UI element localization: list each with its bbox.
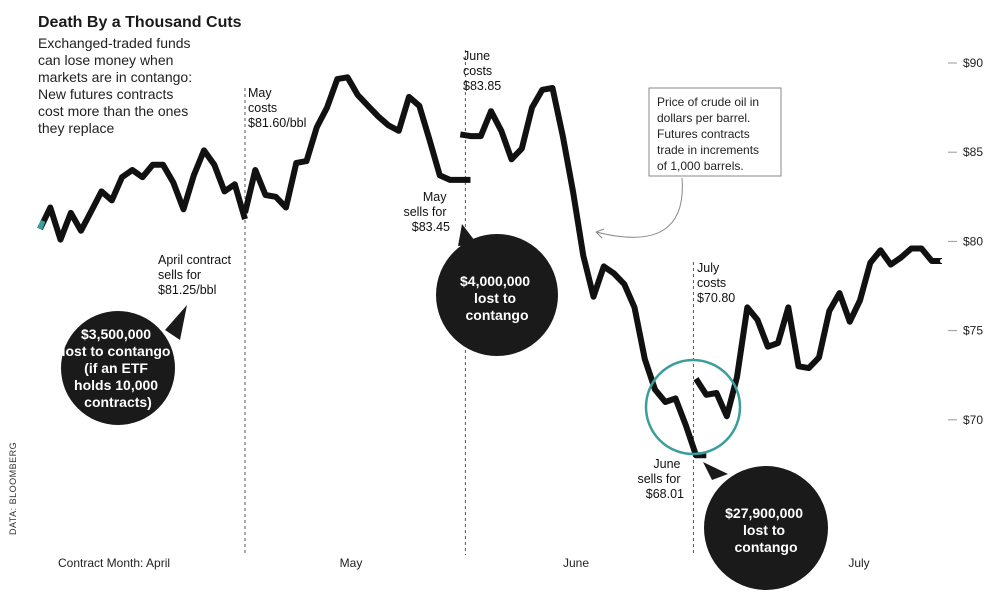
note-box: Price of crude oil in dollars per barrel… — [595, 87, 782, 239]
note-box-frame — [648, 87, 782, 177]
subtitle-line-2: can lose money when — [38, 52, 173, 68]
series-line-april — [37, 147, 248, 243]
series-end-cap — [940, 259, 944, 264]
highlight-circle — [644, 358, 742, 456]
loss-bubble-april: $3,500,000 lost to contango (if an ETF h… — [61, 305, 187, 425]
annotation-may-sells: May sells for $83.45 — [403, 190, 450, 234]
x-axis: Contract Month: April May June July — [58, 556, 870, 570]
annotation-june-sells: June sells for $68.01 — [637, 457, 684, 501]
annotation-may-costs: May costs $81.60/bbl — [248, 86, 306, 130]
subtitle-line-4: New futures contracts — [38, 86, 173, 102]
note-line-4: trade in increments — [657, 143, 759, 157]
series-start-cap — [37, 220, 46, 230]
bubble-tail — [165, 305, 187, 340]
y-tick-label: $90 — [963, 56, 983, 70]
subtitle-line-3: markets are in contango: — [38, 69, 192, 85]
note-arrowhead — [595, 228, 605, 239]
bubble-circle — [61, 311, 175, 425]
bubble-circle — [704, 466, 828, 590]
x-month-label: May — [340, 556, 363, 570]
y-tick-label: $85 — [963, 145, 983, 159]
series-line-july — [693, 245, 942, 420]
annotation-july-costs: July costs $70.80 — [697, 261, 735, 305]
annotation-june-costs: June costs $83.85 — [463, 49, 501, 93]
chart-subtitle: Exchanged-traded funds can lose money wh… — [38, 35, 196, 136]
annotation-april-sells: April contract sells for $81.25/bbl — [158, 253, 234, 297]
note-line-5: of 1,000 barrels. — [657, 159, 744, 173]
subtitle-line-1: Exchanged-traded funds — [38, 35, 191, 51]
bubble-tail — [703, 462, 728, 480]
source-label: DATA: BLOOMBERG — [8, 442, 18, 535]
note-line-3: Futures contracts — [657, 127, 750, 141]
note-line-2: dollars per barrel. — [657, 111, 750, 125]
note-line-1: Price of crude oil in — [657, 95, 759, 109]
note-arrow — [595, 177, 683, 238]
y-tick-label: $70 — [963, 413, 983, 427]
bubble-text: $3,500,000 lost to contango (if an ETF h… — [62, 326, 175, 410]
bubble-text: $27,900,000 lost to contango — [725, 505, 807, 555]
loss-bubble-may: $4,000,000 lost to contango — [436, 224, 558, 356]
bubble-circle — [436, 234, 558, 356]
x-month-label: June — [563, 556, 589, 570]
y-axis: $90 $85 $80 $75 $70 — [948, 56, 983, 427]
y-tick-label: $75 — [963, 324, 983, 338]
bubble-text: $4,000,000 lost to contango — [460, 273, 534, 323]
note-text: Price of crude oil in dollars per barrel… — [657, 95, 762, 173]
price-series — [37, 74, 944, 459]
x-month-label: Contract Month: April — [58, 556, 170, 570]
chart-title: Death By a Thousand Cuts — [38, 14, 242, 31]
x-month-label: July — [848, 556, 869, 570]
loss-bubble-june: $27,900,000 lost to contango — [703, 462, 828, 590]
subtitle-line-5: cost more than the ones — [38, 103, 188, 119]
y-tick-label: $80 — [963, 234, 983, 248]
series-line-may — [242, 74, 471, 214]
series-line-june — [459, 85, 707, 459]
subtitle-line-6: they replace — [38, 120, 114, 136]
